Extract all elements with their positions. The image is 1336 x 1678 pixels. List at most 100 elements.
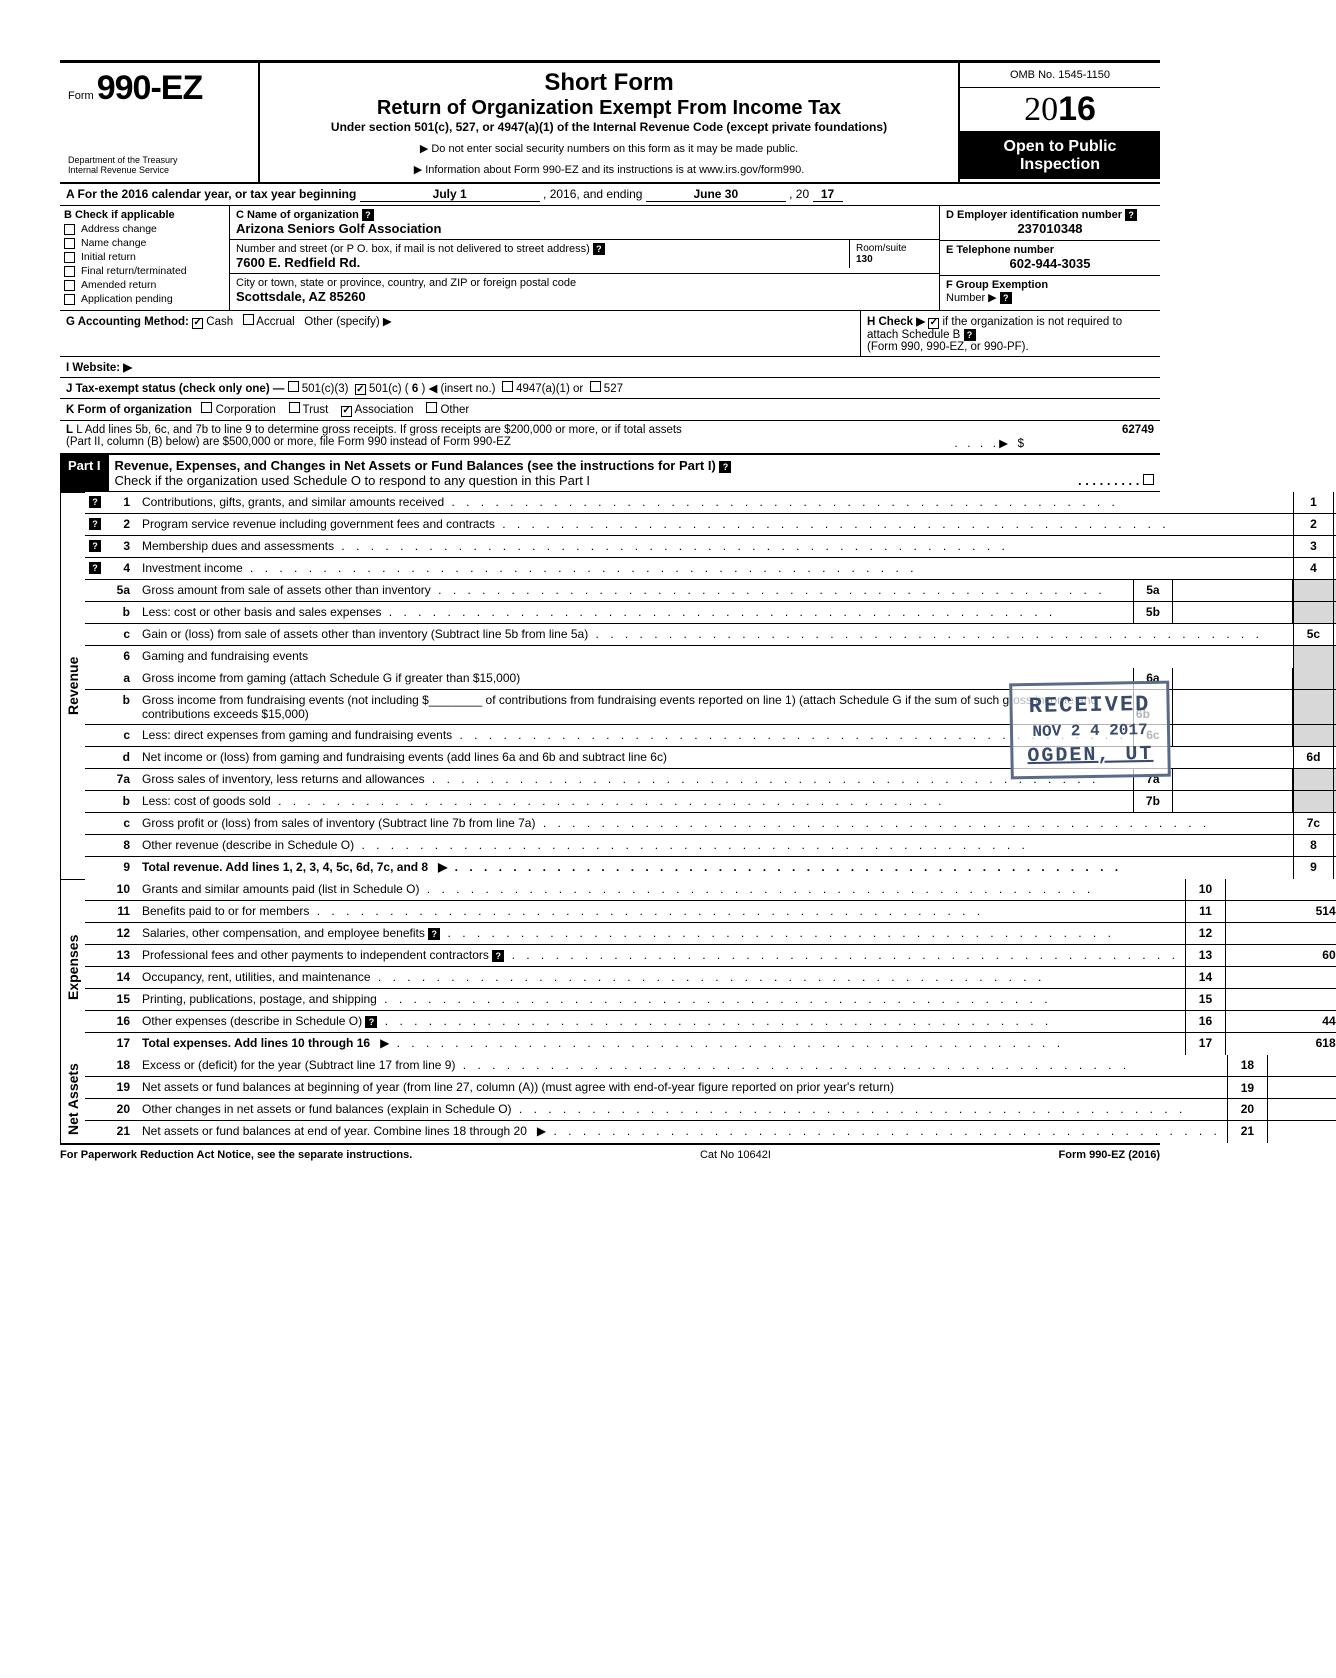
help-icon: ?	[492, 950, 504, 962]
row-a-content: A For the 2016 calendar year, or tax yea…	[60, 184, 1160, 205]
chk-initial-return[interactable]: Initial return	[64, 251, 225, 263]
help-icon: ?	[89, 540, 101, 552]
mid-num: 7b	[1133, 791, 1173, 812]
chk-501c3[interactable]	[288, 381, 299, 392]
line-6: 6 Gaming and fundraising events	[85, 646, 1336, 668]
line-num: 18	[101, 1055, 136, 1076]
line-16: 16 Other expenses (describe in Schedule …	[85, 1011, 1336, 1033]
mid-num: 5b	[1133, 602, 1173, 623]
line-num: 16	[101, 1011, 136, 1032]
chk-name-change[interactable]: Name change	[64, 237, 225, 249]
chk-cash[interactable]	[192, 318, 203, 329]
cash-label: Cash	[206, 316, 233, 328]
help-icon: ?	[719, 461, 731, 473]
checkbox-icon	[64, 252, 75, 263]
org-name-label: C Name of organization	[236, 209, 359, 221]
line-num: 10	[101, 879, 136, 900]
chk-other[interactable]	[426, 402, 437, 413]
line-12: 12 Salaries, other compensation, and emp…	[85, 923, 1336, 945]
line-num: 20	[101, 1099, 136, 1120]
chk-schedule-o[interactable]	[1143, 474, 1154, 485]
end-num: 15	[1185, 989, 1225, 1010]
chk-application-pending[interactable]: Application pending	[64, 293, 225, 305]
line-18: 18 Excess or (deficit) for the year (Sub…	[85, 1055, 1336, 1077]
line-num: 11	[101, 901, 136, 922]
line-num: 7a	[101, 769, 136, 790]
help-icon: ?	[365, 1016, 377, 1028]
line-desc: Less: direct expenses from gaming and fu…	[136, 725, 1133, 746]
header-right: OMB No. 1545-1150 2016 Open to Public In…	[960, 63, 1160, 182]
ein-row: D Employer identification number ? 23701…	[940, 206, 1160, 241]
end-num-shaded	[1293, 725, 1333, 746]
line-desc: Total revenue. Add lines 1, 2, 3, 4, 5c,…	[136, 857, 1293, 879]
chk-schedule-b[interactable]	[928, 318, 939, 329]
line-desc: Net assets or fund balances at beginning…	[136, 1077, 1227, 1098]
row-a-yr: 17	[813, 187, 843, 202]
row-a-begin: July 1	[360, 187, 540, 202]
received-stamp: RECEIVED NOV 2 4 2017 OGDEN, UT	[1009, 680, 1171, 779]
line-desc: Grants and similar amounts paid (list in…	[136, 879, 1185, 900]
phone-value: 602-944-3035	[946, 256, 1154, 271]
room-value: 130	[856, 254, 873, 265]
line-4: ? 4 Investment income 4	[85, 558, 1336, 580]
line-num: 6	[101, 646, 136, 668]
chk-assoc[interactable]	[341, 406, 352, 417]
line-desc: Contributions, gifts, grants, and simila…	[136, 492, 1293, 513]
chk-501c[interactable]	[355, 384, 366, 395]
checkbox-icon	[64, 280, 75, 291]
end-num: 4	[1293, 558, 1333, 579]
part1-header-row: Part I Revenue, Expenses, and Changes in…	[60, 455, 1160, 492]
form-header: Form 990-EZ Department of the Treasury I…	[60, 63, 1160, 184]
mid-val	[1173, 602, 1293, 623]
end-num: 1	[1293, 492, 1333, 513]
org-address: 7600 E. Redfield Rd.	[236, 255, 360, 270]
org-city: Scottsdale, AZ 85260	[236, 289, 366, 304]
opt-501c-n: 6	[412, 383, 418, 395]
chk-4947[interactable]	[502, 381, 513, 392]
opt-501c: 501(c) (	[369, 383, 409, 395]
section-bcdef: B Check if applicable Address change Nam…	[60, 206, 1160, 311]
help-icon: ?	[428, 928, 440, 940]
chk-address-change[interactable]: Address change	[64, 223, 225, 235]
line-desc: Occupancy, rent, utilities, and maintena…	[136, 967, 1185, 988]
end-num: 19	[1227, 1077, 1267, 1098]
line-num: b	[101, 602, 136, 623]
col-c: C Name of organization ? Arizona Seniors…	[230, 206, 940, 310]
line-desc: Printing, publications, postage, and shi…	[136, 989, 1185, 1010]
line-5a: 5a Gross amount from sale of assets othe…	[85, 580, 1336, 602]
chk-final-return[interactable]: Final return/terminated	[64, 265, 225, 277]
chk-corp[interactable]	[201, 402, 212, 413]
end-val: 6000	[1225, 945, 1336, 966]
stamp-date: NOV 2 4 2017	[1027, 720, 1153, 740]
chk-accrual[interactable]	[243, 314, 254, 325]
line-desc: Excess or (deficit) for the year (Subtra…	[136, 1055, 1227, 1076]
line-2: ? 2 Program service revenue including go…	[85, 514, 1336, 536]
help-icon: ?	[1000, 292, 1012, 304]
note-ssn: ▶ Do not enter social security numbers o…	[270, 142, 948, 155]
line-desc: Benefits paid to or for members	[136, 901, 1185, 922]
help-icon: ?	[89, 562, 101, 574]
chk-amended-return[interactable]: Amended return	[64, 279, 225, 291]
subtitle: Under section 501(c), 527, or 4947(a)(1)…	[270, 120, 948, 134]
line-desc: Gross sales of inventory, less returns a…	[136, 769, 1133, 790]
line-17: 17 Total expenses. Add lines 10 through …	[85, 1033, 1336, 1055]
chk-trust[interactable]	[289, 402, 300, 413]
end-num: 21	[1227, 1121, 1267, 1143]
footer-right: Form 990-EZ (2016)	[1059, 1149, 1160, 1161]
line-num: c	[101, 725, 136, 746]
line-num: 9	[101, 857, 136, 879]
line-11: 11 Benefits paid to or for members 11 51…	[85, 901, 1336, 923]
mid-val	[1173, 580, 1293, 601]
line-desc: Other expenses (describe in Schedule O) …	[136, 1011, 1185, 1032]
j-content: J Tax-exempt status (check only one) — 5…	[60, 378, 1160, 399]
org-city-row: City or town, state or province, country…	[230, 274, 939, 307]
mid-val	[1173, 725, 1293, 746]
k-content: K Form of organization Corporation Trust…	[60, 399, 1160, 420]
mid-val	[1173, 769, 1293, 790]
row-l: L L Add lines 5b, 6c, and 7b to line 9 t…	[60, 421, 1160, 455]
line-num: a	[101, 668, 136, 689]
line-13: 13 Professional fees and other payments …	[85, 945, 1336, 967]
chk-527[interactable]	[590, 381, 601, 392]
title-return: Return of Organization Exempt From Incom…	[270, 97, 948, 120]
footer-left: For Paperwork Reduction Act Notice, see …	[60, 1149, 412, 1161]
